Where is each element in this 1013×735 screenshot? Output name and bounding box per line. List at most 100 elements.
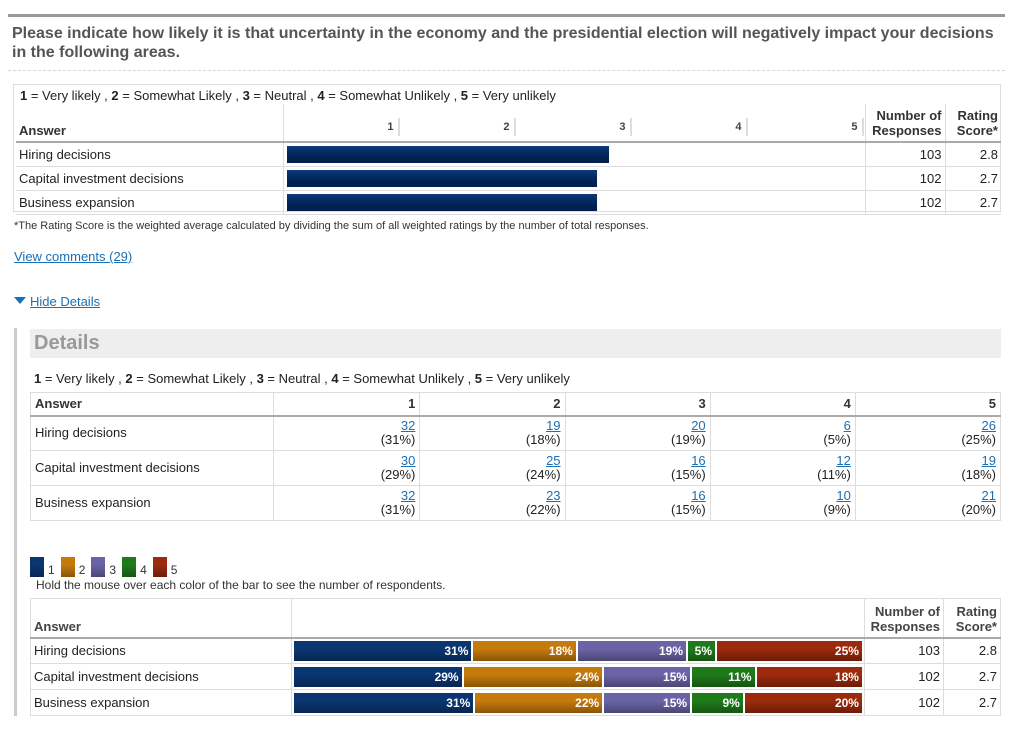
details-table: Answer 1 2 3 4 5 Hiring decisions 32 (31%… bbox=[30, 392, 1001, 521]
percent-label: (18%) bbox=[525, 432, 561, 448]
count-cell: 25 (24%) bbox=[419, 450, 566, 486]
count-cell: 30 (29%) bbox=[273, 450, 420, 486]
scale-label: = Somewhat Unlikely , bbox=[324, 88, 461, 103]
bar-header bbox=[290, 598, 865, 639]
answer-label: Capital investment decisions bbox=[30, 450, 274, 486]
rating-bar[interactable] bbox=[286, 146, 609, 163]
stacked-bar: 29% 24% 15% 11% 18% bbox=[293, 666, 862, 687]
rating-bar[interactable] bbox=[286, 169, 597, 187]
count-link[interactable]: 19 bbox=[546, 418, 561, 434]
count-link[interactable]: 32 bbox=[400, 418, 416, 434]
answer-label: Capital investment decisions bbox=[30, 663, 292, 690]
scale-label: = Somewhat Unlikely , bbox=[338, 371, 475, 386]
answer-header: Answer bbox=[30, 598, 292, 639]
scale-tick: 3 bbox=[516, 118, 632, 136]
column-header: 3 bbox=[564, 392, 711, 417]
count-link[interactable]: 23 bbox=[546, 488, 561, 503]
column-header: 5 bbox=[854, 392, 1001, 417]
bar-segment-2[interactable]: 24% bbox=[463, 666, 605, 687]
scale-key: 2 bbox=[111, 88, 119, 103]
scale-tick: 1 bbox=[284, 118, 400, 136]
count-link[interactable]: 21 bbox=[981, 488, 996, 503]
color-swatch bbox=[152, 557, 167, 577]
bar-segment-4[interactable]: 9% bbox=[692, 692, 745, 713]
responses-count: 102 bbox=[864, 663, 944, 690]
count-cell: 26 (25%) bbox=[854, 415, 1001, 451]
bar-segment-1[interactable]: 31% bbox=[293, 640, 474, 661]
rating-bar-cell bbox=[282, 142, 866, 167]
count-cell: 19 (18%) bbox=[854, 450, 1001, 486]
bar-segment-4[interactable]: 5% bbox=[688, 640, 717, 661]
count-cell: 20 (19%) bbox=[564, 415, 711, 451]
count-link[interactable]: 10 bbox=[836, 488, 851, 503]
count-link[interactable]: 6 bbox=[843, 418, 851, 434]
legend-item: 4 bbox=[122, 557, 147, 577]
answer-label: Hiring decisions bbox=[30, 415, 274, 451]
table-row: Business expansion 31% 22% 15% 9% 20% 102 2.… bbox=[30, 689, 1001, 716]
legend-label: 2 bbox=[78, 563, 86, 577]
count-link[interactable]: 25 bbox=[546, 453, 561, 468]
bar-segment-2[interactable]: 22% bbox=[475, 692, 605, 713]
bar-segment-5[interactable]: 18% bbox=[756, 666, 862, 687]
scale-key: 4 bbox=[331, 371, 339, 386]
top-divider bbox=[8, 14, 1005, 17]
percent-label: (31%) bbox=[380, 432, 416, 448]
count-cell: 16 (15%) bbox=[564, 450, 711, 486]
answer-label: Capital investment decisions bbox=[16, 166, 283, 191]
hide-details-link[interactable]: Hide Details bbox=[30, 294, 101, 309]
percent-label: (19%) bbox=[670, 432, 706, 448]
summary-table: Answer 1 2 3 4 5 Number of Responses Rat… bbox=[16, 104, 1001, 215]
percent-label: (9%) bbox=[823, 502, 851, 517]
count-link[interactable]: 12 bbox=[836, 453, 851, 468]
bar-segment-3[interactable]: 19% bbox=[577, 640, 688, 661]
count-link[interactable]: 30 bbox=[400, 453, 416, 468]
scale-tick: 5 bbox=[748, 118, 864, 136]
color-legend: 1 2 3 4 5 bbox=[30, 557, 183, 577]
bar-segment-1[interactable]: 31% bbox=[293, 692, 476, 713]
color-swatch bbox=[122, 557, 137, 577]
question-title: Please indicate how likely it is that un… bbox=[12, 25, 994, 61]
count-cell: 12 (11%) bbox=[709, 450, 856, 486]
count-link[interactable]: 26 bbox=[981, 418, 996, 434]
percent-label: (20%) bbox=[961, 502, 996, 517]
stacked-bar-cell: 31% 18% 19% 5% 25% bbox=[290, 637, 865, 664]
bar-segment-5[interactable]: 25% bbox=[716, 640, 862, 661]
rating-score: 2.8 bbox=[942, 637, 1001, 664]
count-link[interactable]: 16 bbox=[691, 488, 706, 503]
answer-label: Business expansion bbox=[16, 190, 283, 215]
responses-count: 102 bbox=[864, 689, 944, 716]
column-header: 4 bbox=[709, 392, 856, 417]
scale-label: = Very unlikely bbox=[468, 88, 556, 103]
bar-segment-3[interactable]: 15% bbox=[604, 692, 693, 713]
count-cell: 23 (22%) bbox=[419, 485, 566, 521]
bar-segment-3[interactable]: 15% bbox=[604, 666, 693, 687]
scale-key: 5 bbox=[460, 88, 469, 103]
hide-details-toggle[interactable]: Hide Details bbox=[14, 294, 100, 309]
percent-label: (11%) bbox=[817, 467, 851, 482]
percent-label: (24%) bbox=[525, 467, 561, 482]
count-link[interactable]: 32 bbox=[400, 488, 416, 503]
rating-bar[interactable] bbox=[286, 193, 597, 211]
legend-item: 5 bbox=[152, 557, 178, 577]
count-link[interactable]: 19 bbox=[981, 453, 996, 468]
view-comments-link[interactable]: View comments (29) bbox=[14, 249, 133, 264]
count-link[interactable]: 20 bbox=[691, 418, 706, 434]
answer-header: Answer bbox=[30, 392, 274, 417]
answer-label: Hiring decisions bbox=[30, 637, 292, 664]
count-link[interactable]: 16 bbox=[691, 453, 706, 468]
stacked-bar: 31% 22% 15% 9% 20% bbox=[293, 692, 862, 713]
legend-label: 5 bbox=[170, 563, 178, 577]
details-scale-legend: 1 = Very likely , 2 = Somewhat Likely , … bbox=[34, 371, 570, 386]
table-row: Capital investment decisions 29% 24% 15% 11… bbox=[30, 663, 1001, 690]
color-swatch bbox=[91, 557, 106, 577]
bar-segment-2[interactable]: 18% bbox=[473, 640, 578, 661]
responses-count: 103 bbox=[864, 637, 944, 664]
details-title: Details bbox=[30, 329, 1001, 358]
percent-label: (15%) bbox=[670, 502, 706, 517]
bar-segment-4[interactable]: 11% bbox=[692, 666, 757, 687]
bar-segment-5[interactable]: 20% bbox=[744, 692, 862, 713]
count-cell: 10 (9%) bbox=[709, 485, 856, 521]
percent-label: (31%) bbox=[380, 502, 416, 517]
bar-segment-1[interactable]: 29% bbox=[293, 666, 464, 687]
count-cell: 19 (18%) bbox=[419, 415, 566, 451]
